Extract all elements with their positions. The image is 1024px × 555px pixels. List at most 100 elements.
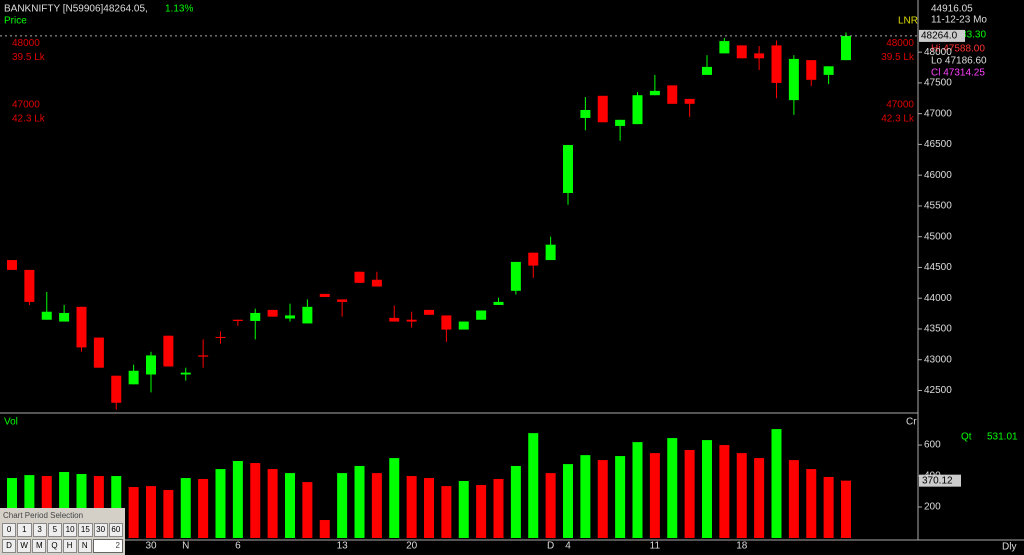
volume-bar: [580, 455, 591, 538]
volume-bar: [93, 476, 104, 538]
candle-body: [24, 269, 35, 302]
volume-bar: [788, 460, 799, 538]
candle-body: [528, 252, 539, 266]
period-button[interactable]: 10: [63, 523, 78, 537]
symbol: BANKNIFTY [N59906]48264.05,: [4, 4, 148, 15]
x-tick-label: 6: [235, 541, 241, 552]
volume-bar: [24, 475, 35, 538]
volume-bar: [823, 476, 834, 538]
volume-bar: [510, 465, 521, 538]
level-value: 47000: [12, 99, 40, 110]
candle-body: [59, 312, 70, 322]
y-tick-label: 600: [924, 440, 941, 451]
period-button[interactable]: H: [62, 539, 77, 553]
period-button[interactable]: 3: [32, 523, 47, 537]
candle-body: [476, 310, 487, 320]
period-button[interactable]: 5: [47, 523, 62, 537]
period-input[interactable]: 2: [92, 539, 123, 553]
volume-bar: [719, 445, 730, 538]
volume-bar: [424, 478, 434, 538]
x-tick-label: 20: [406, 541, 418, 552]
volume-bar: [146, 486, 156, 538]
volume-bar: [615, 456, 626, 538]
volume-bar: [371, 473, 382, 538]
candle-body: [580, 109, 591, 118]
y-tick-label: 44000: [924, 293, 952, 304]
volume-bar: [476, 485, 487, 538]
x-tick-label: 11: [650, 541, 661, 552]
candle-body: [841, 35, 851, 61]
x-tick-label: 4: [565, 541, 571, 552]
level-label: 42.3 Lk: [881, 113, 915, 124]
period-button[interactable]: 30: [93, 523, 108, 537]
level-value: 48000: [12, 38, 40, 49]
volume-bar: [806, 469, 817, 538]
candle-body: [146, 355, 156, 375]
volume-bar: [59, 472, 70, 538]
candle-body: [754, 53, 765, 59]
period-button[interactable]: 60: [108, 523, 123, 537]
candle-body: [7, 260, 17, 270]
period-button[interactable]: N: [77, 539, 92, 553]
candle-body: [267, 309, 278, 317]
candle-body: [163, 335, 174, 367]
candle-body: [232, 319, 243, 321]
candle-body: [250, 312, 261, 321]
qt-label: Qt: [961, 432, 972, 443]
period-button[interactable]: W: [17, 539, 32, 553]
volume-bar: [198, 478, 209, 538]
candle-body: [76, 306, 87, 348]
period-button[interactable]: 15: [78, 523, 93, 537]
level-label: 42.3 Lk: [12, 113, 46, 124]
volume-bar: [597, 460, 608, 538]
volume-bar: [41, 476, 52, 538]
level-value: 48000: [886, 38, 914, 49]
period-button[interactable]: Q: [47, 539, 62, 553]
period-button[interactable]: M: [32, 539, 47, 553]
volume-bar: [111, 476, 122, 538]
volume-title: Vol: [4, 417, 18, 428]
candle-body: [389, 317, 400, 322]
candle-body: [545, 244, 556, 261]
scale-mode: LNR: [898, 16, 918, 27]
volume-bar: [128, 487, 139, 538]
volume-bar: [493, 478, 504, 538]
level-label: 39.5 Lk: [12, 52, 46, 63]
candle-body: [806, 60, 817, 80]
minute-row: 0 1 3 5 10 15 30 60: [0, 523, 125, 537]
candle-body: [771, 45, 782, 83]
y-tick-label: 42500: [924, 385, 952, 396]
x-tick-label: 18: [736, 541, 748, 552]
candle-body: [510, 261, 521, 291]
candle-body: [180, 372, 191, 375]
candle-body: [702, 66, 712, 75]
volume-bar: [632, 442, 643, 538]
candle-body: [684, 98, 695, 104]
y-tick-label: 200: [924, 502, 941, 513]
level-label: 39.5 Lk: [881, 52, 915, 63]
volume-bar: [684, 450, 695, 538]
volume-bar: [302, 482, 313, 538]
info-close: Cl 47314.25: [931, 68, 985, 79]
candle-body: [615, 119, 626, 126]
y-tick-label: 45000: [924, 231, 952, 242]
period-button[interactable]: 0: [2, 523, 17, 537]
volume-bar: [267, 469, 278, 538]
x-tick-label: 30: [145, 541, 157, 552]
candle-body: [111, 375, 122, 403]
last-volume-box: [919, 474, 961, 487]
period-button[interactable]: 1: [17, 523, 32, 537]
y-tick-label: 43500: [924, 324, 952, 335]
change: 1.13%: [165, 4, 193, 15]
period-button[interactable]: D: [2, 539, 17, 553]
volume-bar: [841, 480, 851, 538]
info-low: Lo 47186.60: [931, 56, 987, 67]
volume-bar: [180, 478, 191, 538]
x-tick-label: 13: [337, 541, 349, 552]
candle-body: [493, 301, 504, 305]
volume-bar: [215, 469, 226, 538]
volume-bar: [232, 461, 243, 538]
